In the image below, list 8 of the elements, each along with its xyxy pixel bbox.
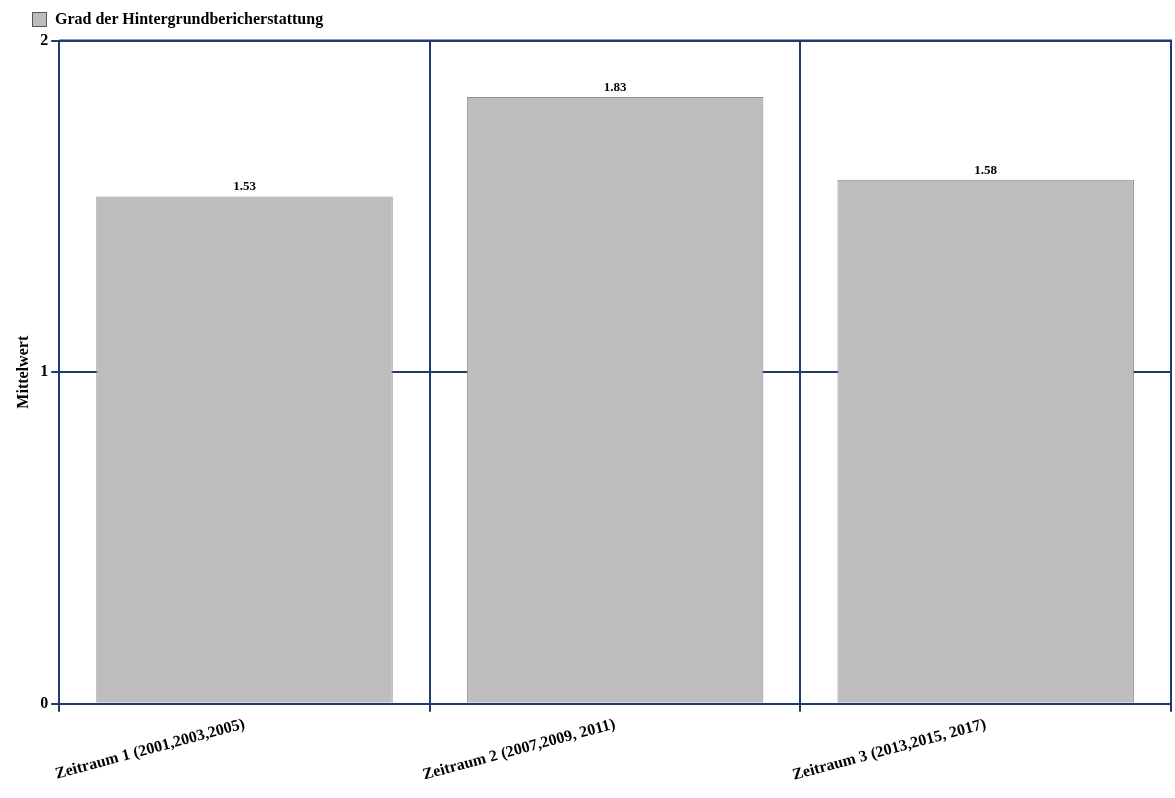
y-tick-label: 1 xyxy=(40,362,49,380)
data-label: 1.58 xyxy=(974,161,998,177)
text: Grad der Hintergrundbericherstattung xyxy=(55,10,324,28)
y-tick-label: 0 xyxy=(40,693,49,711)
data-label: 1.83 xyxy=(603,78,627,94)
y-tick-label: 2 xyxy=(40,30,49,48)
y-axis-title: Mittelwert xyxy=(13,335,31,409)
data-label: 1.53 xyxy=(233,178,257,194)
